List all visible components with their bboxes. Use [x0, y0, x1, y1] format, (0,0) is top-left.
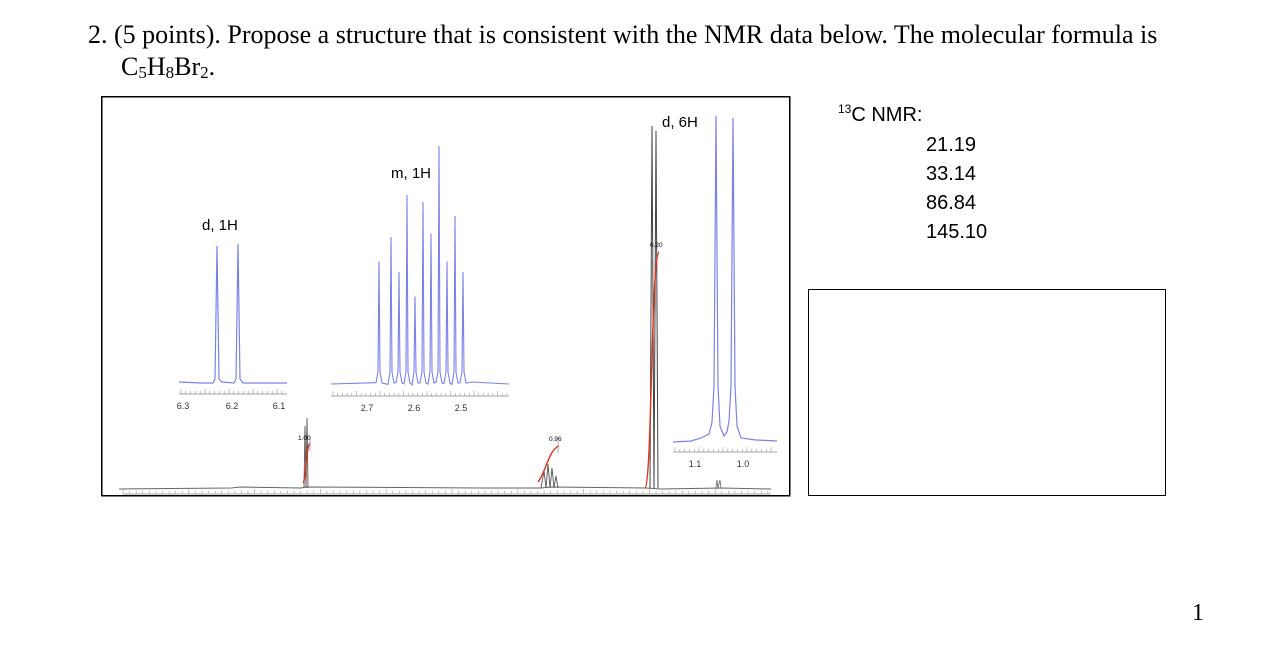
inset3-tick-label: 1.1 — [689, 459, 702, 469]
integration-curve-3 — [644, 251, 660, 489]
integration-value: 0.96 — [549, 436, 562, 443]
inset1-tick-label: 6.1 — [273, 401, 286, 411]
peak-6.2 — [303, 417, 309, 489]
inset3-tick-label: 1.0 — [737, 459, 750, 469]
c13-value: 86.84 — [926, 192, 977, 214]
spectrum-baseline — [118, 486, 772, 490]
page-number: 1 — [1192, 600, 1204, 626]
molecular-formula: C5H8Br2. — [121, 52, 216, 82]
integration-value: 1.00 — [298, 435, 311, 442]
peak-0 — [715, 479, 722, 489]
integration-curve-1 — [302, 442, 311, 484]
inset3-label: d, 6H — [662, 114, 698, 131]
c13-value: 21.19 — [926, 134, 977, 156]
nmr-spectrum: 9 8 7 6 5 4 3 2 1 0 ppm 1.00 0.96 6.20 d… — [101, 96, 791, 497]
inset1-tick-label: 6.2 — [226, 401, 239, 411]
c13-value: 33.14 — [926, 163, 977, 185]
c13-title: 13C NMR: — [838, 102, 923, 126]
question-text: 2. (5 points). Propose a structure that … — [88, 20, 1158, 49]
inset1-tick-label: 6.3 — [177, 401, 190, 411]
integration-value: 6.20 — [650, 242, 663, 249]
peak-2.6 — [540, 463, 559, 489]
inset1-peaks — [178, 243, 287, 384]
inset2-tick-label: 2.7 — [361, 403, 374, 413]
inset2-label: m, 1H — [391, 165, 431, 182]
integration-curve-2 — [537, 445, 560, 483]
answer-box[interactable] — [808, 289, 1166, 496]
inset3-peaks — [672, 115, 778, 443]
inset2-tick-label: 2.5 — [455, 403, 468, 413]
inset2-tick-label: 2.6 — [408, 403, 421, 413]
c13-value: 145.10 — [926, 221, 988, 243]
peak-1.05 — [649, 125, 659, 489]
inset1-label: d, 1H — [202, 217, 238, 234]
inset2-peaks — [330, 145, 510, 386]
